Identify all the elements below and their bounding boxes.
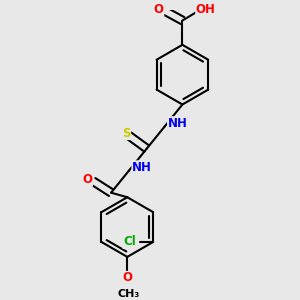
Text: NH: NH [168, 117, 188, 130]
Text: NH: NH [132, 161, 152, 174]
Text: O: O [82, 173, 92, 186]
Text: CH₃: CH₃ [118, 289, 140, 298]
Text: O: O [122, 272, 132, 284]
Text: O: O [154, 3, 164, 16]
Text: S: S [122, 127, 130, 140]
Text: OH: OH [196, 3, 216, 16]
Text: Cl: Cl [123, 236, 136, 248]
